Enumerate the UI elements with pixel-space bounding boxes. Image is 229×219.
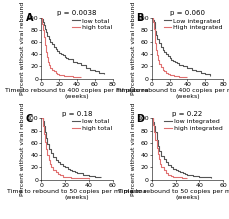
X-axis label: Time to rebound to 400 copies per ml plasma
(weeks): Time to rebound to 400 copies per ml pla…: [5, 88, 148, 99]
Title: p = 0.22: p = 0.22: [172, 111, 202, 117]
Legend: Low integrated, High integrated: Low integrated, High integrated: [163, 18, 221, 30]
X-axis label: Time to rebound to 50 copies per ml plasma
(weeks): Time to rebound to 50 copies per ml plas…: [117, 189, 229, 200]
Y-axis label: Percent without viral rebound: Percent without viral rebound: [20, 1, 25, 95]
Legend: low integrated, high integrated: low integrated, high integrated: [164, 119, 221, 131]
X-axis label: Time to rebound to 400 copies per ml plasma
(weeks): Time to rebound to 400 copies per ml pla…: [115, 88, 229, 99]
Text: C: C: [26, 113, 33, 124]
X-axis label: Time to rebound to 50 copies per ml plasma
(weeks): Time to rebound to 50 copies per ml plas…: [7, 189, 146, 200]
Legend: low total, high total: low total, high total: [72, 119, 112, 131]
Legend: low total, high total: low total, high total: [72, 18, 112, 30]
Text: B: B: [136, 13, 143, 23]
Y-axis label: Percent without viral rebound: Percent without viral rebound: [130, 1, 135, 95]
Text: D: D: [136, 113, 144, 124]
Title: p = 0.0038: p = 0.0038: [57, 11, 96, 16]
Title: p = 0.18: p = 0.18: [62, 111, 92, 117]
Y-axis label: Percent without viral rebound: Percent without viral rebound: [130, 102, 135, 196]
Title: p = 0.060: p = 0.060: [169, 11, 204, 16]
Text: A: A: [26, 13, 33, 23]
Y-axis label: Percent without viral rebound: Percent without viral rebound: [20, 102, 25, 196]
